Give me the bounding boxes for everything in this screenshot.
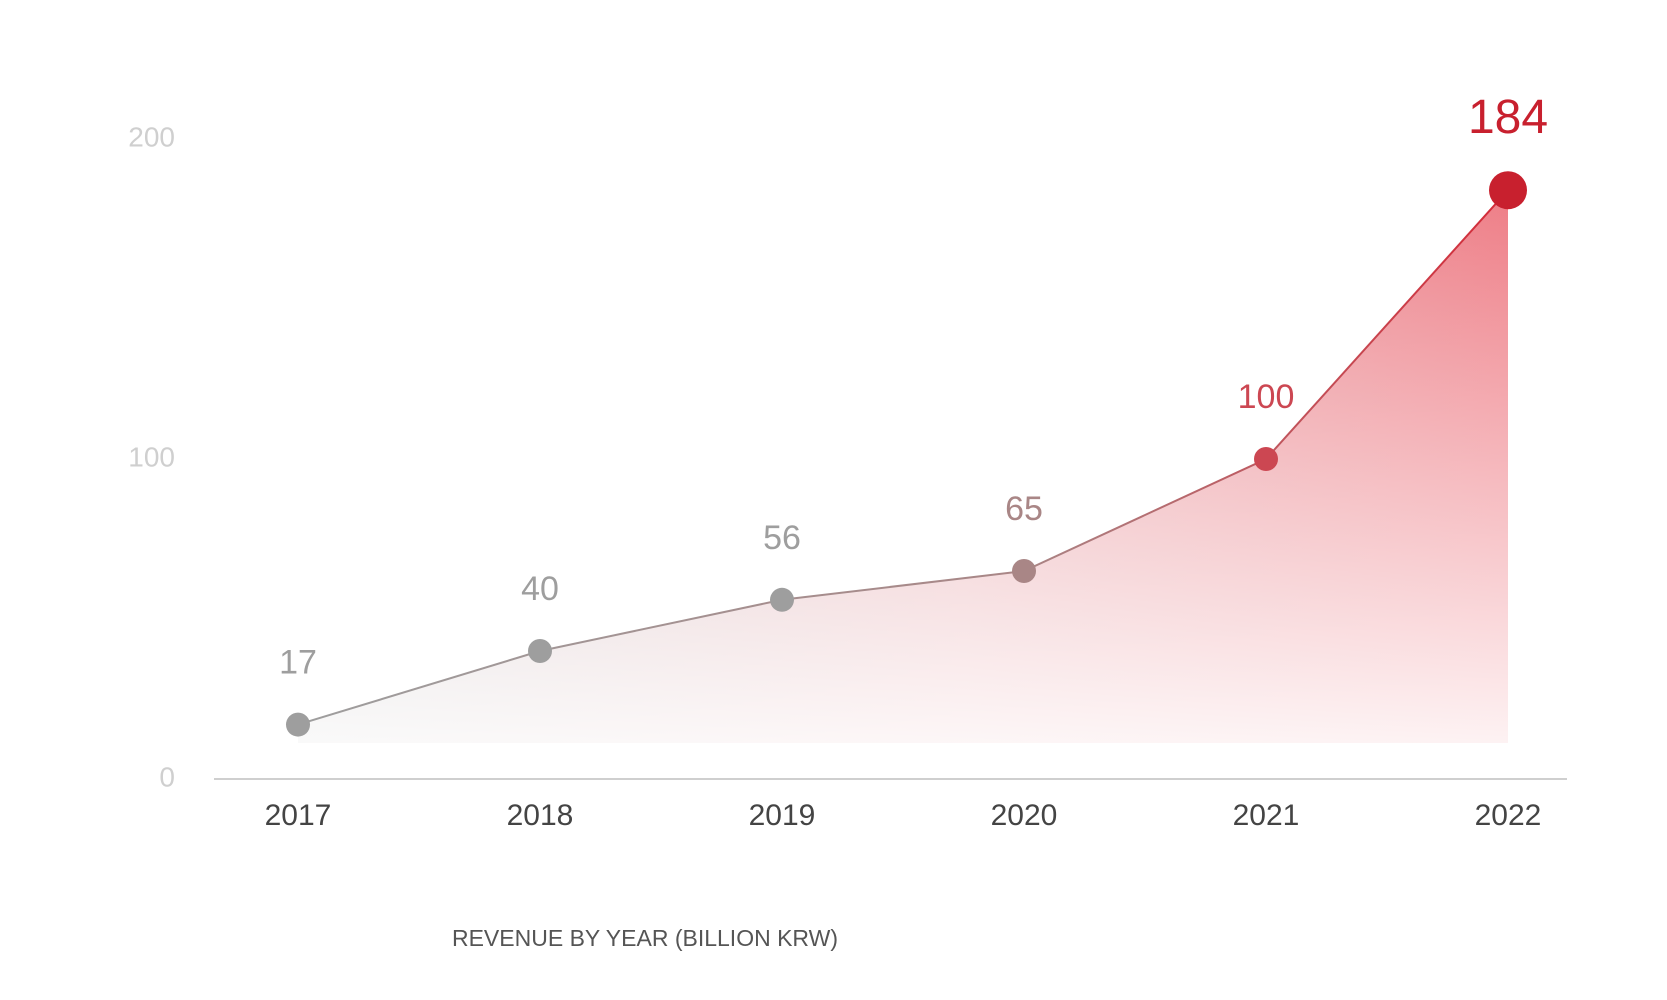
point (286, 712, 310, 737)
value-label: 56 (763, 519, 801, 557)
y-tick-label: 200 (128, 121, 175, 152)
x-tick-label: 2017 (265, 799, 332, 832)
point (1012, 559, 1036, 583)
y-tick-label: 0 (159, 761, 175, 792)
point (1489, 171, 1527, 210)
value-label: 17 (279, 644, 317, 682)
point (1254, 447, 1278, 471)
value-label: 40 (521, 570, 559, 608)
area-fade (298, 190, 1508, 743)
x-tick-label: 2021 (1233, 799, 1300, 832)
point (770, 587, 794, 612)
x-tick-label: 2018 (507, 799, 574, 832)
value-label: 100 (1238, 378, 1295, 416)
value-label: 65 (1005, 490, 1043, 528)
x-tick-label: 2019 (749, 799, 816, 832)
y-tick-label: 100 (128, 441, 175, 472)
line (297, 189, 1509, 726)
x-tick-label: 2022 (1475, 799, 1542, 832)
chart-title: REVENUE BY YEAR (BILLION KRW) (452, 925, 838, 951)
x-tick-label: 2020 (991, 799, 1058, 832)
point (528, 639, 552, 663)
value-label: 184 (1468, 91, 1548, 144)
